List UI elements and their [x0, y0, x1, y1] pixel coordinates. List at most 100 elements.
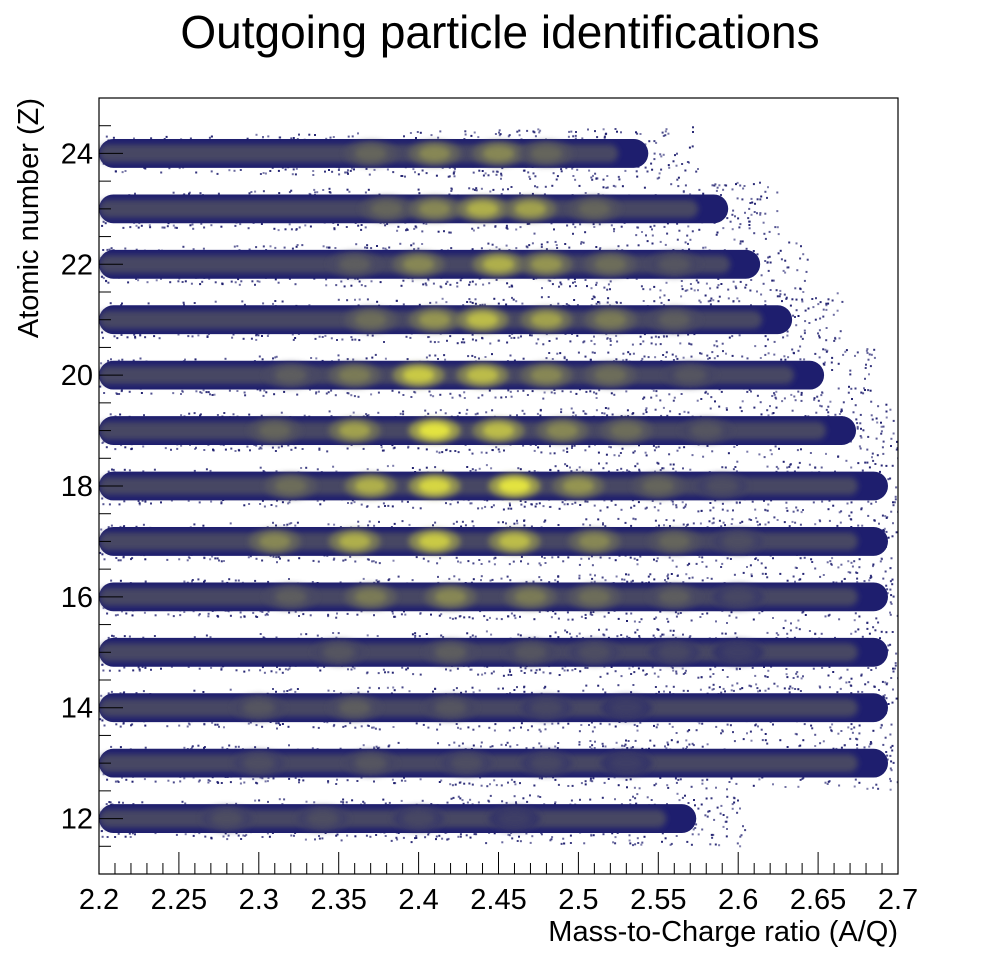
band-speckle-point — [469, 470, 472, 472]
band-speckle-point — [212, 449, 215, 452]
band-speckle-point — [475, 189, 478, 192]
band-speckle-point — [673, 396, 676, 399]
band-speckle-point — [330, 389, 333, 392]
band-speckle-point — [864, 461, 867, 464]
band-speckle-point — [786, 334, 789, 337]
band-speckle-point — [699, 522, 702, 525]
band-speckle-point — [377, 391, 380, 394]
band-speckle-point — [827, 298, 830, 301]
band-speckle-point — [232, 333, 235, 336]
band-speckle-point — [813, 397, 816, 400]
band-speckle-point — [560, 168, 563, 171]
band-speckle-point — [800, 448, 802, 451]
band-speckle-point — [814, 466, 817, 469]
band-speckle-point — [614, 503, 617, 506]
band-speckle-point — [470, 502, 473, 505]
band-speckle-point — [364, 191, 367, 194]
band-speckle-point — [777, 252, 780, 255]
band-speckle-point — [164, 447, 167, 450]
band-speckle-point — [305, 466, 308, 469]
band-speckle-point — [879, 470, 881, 473]
band-speckle-point — [353, 395, 356, 398]
band-speckle-point — [654, 335, 657, 338]
band-speckle-point — [753, 232, 756, 235]
band-speckle-point — [248, 192, 251, 195]
band-speckle-point — [764, 190, 767, 193]
band-speckle-point — [838, 511, 841, 514]
band-speckle-point — [656, 177, 659, 180]
band-speckle-point — [597, 301, 599, 303]
band-speckle-point — [564, 463, 567, 466]
band-speckle-point — [249, 449, 251, 452]
band-speckle-point — [799, 257, 802, 260]
band-speckle-point — [356, 277, 359, 280]
band-speckle-point — [579, 223, 582, 226]
band-speckle-point — [160, 501, 162, 504]
band-speckle-point — [686, 161, 689, 163]
band-speckle-point — [280, 445, 283, 448]
band-speckle-point — [353, 168, 355, 171]
band-speckle-point — [261, 335, 263, 337]
band-speckle-point — [353, 501, 356, 504]
band-speckle-point — [865, 349, 868, 352]
band-speckle-point — [107, 359, 110, 362]
band-speckle-point — [261, 444, 264, 447]
band-speckle-point — [818, 329, 821, 332]
band-speckle-point — [799, 288, 802, 291]
band-speckle-point — [520, 560, 522, 563]
band-speckle-point — [899, 434, 901, 436]
band-speckle-point — [555, 244, 558, 247]
band-speckle-point — [437, 358, 439, 360]
band-speckle-point — [475, 187, 478, 190]
band-speckle-point — [716, 186, 719, 189]
band-speckle-point — [434, 354, 437, 357]
band-speckle-point — [495, 278, 498, 281]
band-speckle-point — [690, 343, 693, 346]
band-speckle-point — [105, 446, 108, 449]
band-speckle-point — [542, 505, 545, 508]
band-speckle-point — [666, 232, 669, 235]
band-speckle-point — [689, 283, 692, 285]
band-speckle-point — [349, 169, 352, 172]
band-speckle-point — [351, 167, 353, 170]
band-speckle-point — [769, 261, 772, 264]
band-speckle-point — [413, 248, 416, 251]
band-speckle-point — [574, 226, 577, 229]
band-speckle-point — [452, 522, 455, 525]
band-speckle-point — [99, 385, 102, 388]
band-speckle-point — [230, 447, 233, 450]
band-speckle-point — [779, 289, 782, 292]
band-speckle-point — [568, 130, 571, 133]
band-speckle-point — [682, 190, 685, 192]
band-z-21 — [99, 292, 844, 348]
band-speckle-point — [793, 352, 795, 355]
band-speckle-point — [808, 463, 811, 466]
band-speckle-point — [216, 172, 219, 175]
band-speckle-point — [679, 342, 682, 345]
band-speckle-point — [401, 500, 404, 503]
band-speckle-point — [478, 357, 480, 360]
band-speckle-point — [669, 463, 672, 466]
band-speckle-point — [606, 175, 609, 177]
band-speckle-point — [193, 523, 196, 526]
band-speckle-point — [259, 389, 262, 392]
band-speckle-point — [529, 334, 531, 337]
band-speckle-point — [850, 511, 853, 514]
band-speckle-point — [421, 169, 424, 172]
band-speckle-point — [240, 280, 243, 283]
band-speckle-point — [377, 411, 380, 414]
band-speckle-point — [515, 247, 518, 250]
band-speckle-point — [667, 299, 670, 302]
isotope-peak — [402, 367, 435, 383]
band-speckle-point — [322, 189, 325, 191]
band-speckle-point — [259, 446, 262, 449]
band-speckle-point — [392, 171, 395, 174]
band-speckle-point — [800, 511, 803, 514]
band-speckle-point — [750, 390, 752, 393]
band-speckle-point — [405, 229, 407, 232]
band-speckle-point — [660, 168, 663, 171]
band-speckle-point — [102, 336, 104, 339]
band-speckle-point — [181, 281, 184, 283]
band-speckle-point — [509, 504, 511, 507]
band-speckle-point — [675, 565, 678, 568]
